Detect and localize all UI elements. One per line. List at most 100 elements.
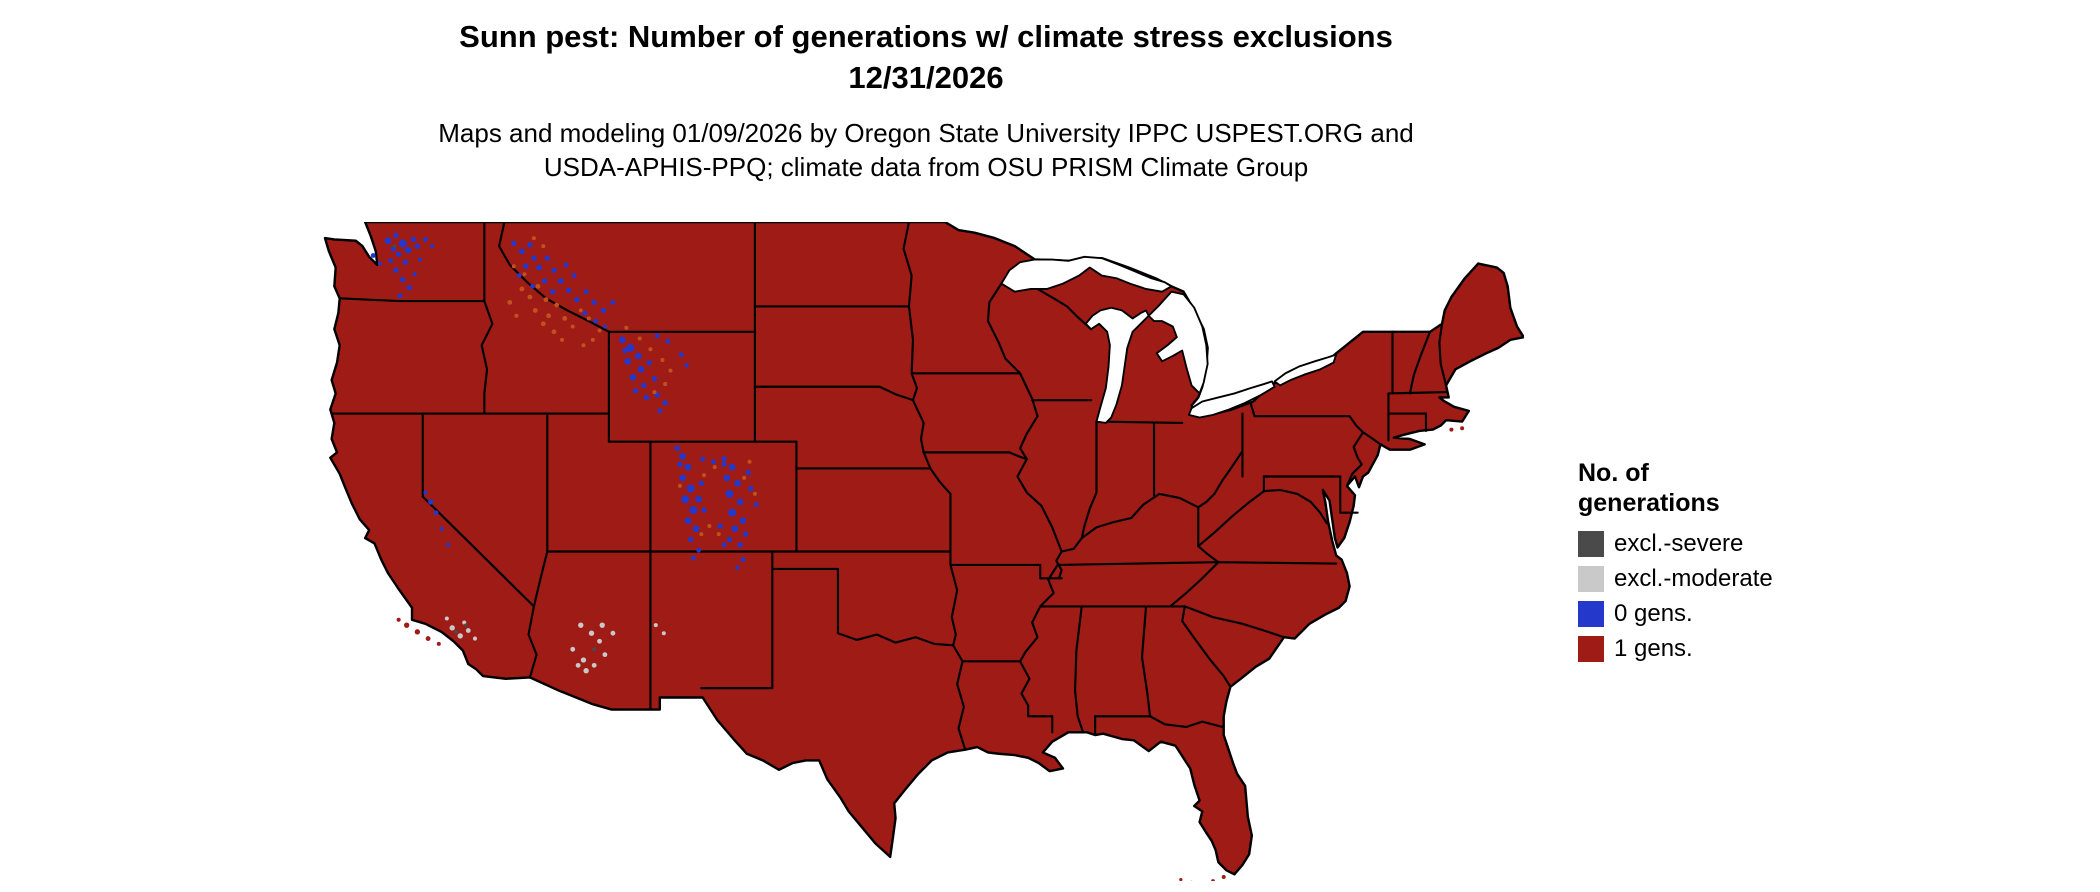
- speckle: [591, 662, 597, 668]
- speckle: [449, 625, 455, 631]
- speckle: [439, 526, 444, 531]
- speckle: [599, 622, 605, 628]
- speckle: [662, 400, 668, 406]
- speckle: [695, 495, 703, 503]
- speckle: [393, 267, 399, 273]
- speckle: [531, 255, 537, 261]
- speckle: [581, 343, 586, 348]
- speckle: [637, 336, 642, 341]
- speckle: [745, 469, 751, 476]
- speckle: [546, 313, 552, 319]
- speckle: [410, 236, 417, 243]
- legend-item-1-gens: 1 gens.: [1578, 635, 1838, 663]
- speckle: [433, 510, 439, 516]
- speckle: [679, 474, 686, 482]
- speckle: [679, 453, 686, 460]
- speckle: [721, 462, 727, 467]
- speckle: [637, 365, 645, 373]
- speckle: [684, 363, 689, 368]
- subtitle-line-2: USDA-APHIS-PPQ; climate data from OSU PR…: [543, 152, 1309, 182]
- us-land-silhouette: [323, 220, 1525, 876]
- speckle: [740, 557, 746, 562]
- speckle: [397, 293, 403, 299]
- us-choropleth-map: [318, 220, 1525, 886]
- speckle: [723, 474, 731, 482]
- speckle: [1221, 874, 1226, 879]
- speckle: [702, 473, 707, 478]
- subtitle-line-1: Maps and modeling 01/09/2026 by Oregon S…: [438, 118, 1414, 148]
- speckle: [557, 277, 564, 284]
- speckle: [436, 641, 441, 646]
- speckle: [643, 394, 650, 401]
- us-map-svg: [323, 220, 1525, 886]
- speckle: [570, 324, 575, 329]
- speckle: [541, 244, 546, 249]
- speckle: [463, 623, 468, 627]
- speckle: [392, 244, 397, 248]
- speckle: [701, 507, 707, 513]
- speckle: [641, 382, 647, 389]
- speckle: [402, 259, 408, 265]
- speckle: [684, 517, 692, 525]
- speckle: [681, 495, 690, 504]
- speckle: [425, 636, 431, 641]
- speckle: [689, 505, 698, 514]
- speckle: [418, 257, 423, 262]
- speckle: [514, 313, 519, 318]
- speckle: [588, 630, 595, 636]
- lake-erie: [1187, 380, 1276, 419]
- speckle: [592, 647, 597, 652]
- speckle: [610, 630, 616, 636]
- speckle: [396, 617, 401, 622]
- speckle: [737, 542, 743, 548]
- speckle: [648, 347, 653, 352]
- speckle: [747, 459, 752, 464]
- speckle: [734, 479, 741, 487]
- speckle: [624, 357, 632, 365]
- speckle: [527, 242, 533, 248]
- legend-swatch-0-gens: [1578, 601, 1604, 627]
- speckle: [543, 297, 549, 303]
- title-line-1: Sunn pest: Number of generations w/ clim…: [459, 19, 1393, 54]
- speckle: [686, 484, 695, 493]
- speckle: [728, 508, 737, 517]
- speckle: [699, 532, 704, 537]
- speckle: [721, 542, 727, 548]
- speckle: [668, 368, 673, 373]
- legend: No. of generations excl.-severe excl.-mo…: [1578, 458, 1838, 670]
- speckle: [635, 352, 642, 360]
- speckle: [721, 456, 727, 462]
- lake-superior: [1000, 255, 1173, 293]
- speckle: [663, 382, 668, 387]
- speckle: [1179, 878, 1183, 882]
- speckle: [414, 243, 421, 249]
- speckle: [725, 489, 734, 498]
- speckle: [511, 264, 516, 269]
- speckle: [423, 490, 428, 495]
- speckle: [597, 638, 602, 644]
- speckle: [752, 491, 757, 496]
- figure-subtitle: Maps and modeling 01/09/2026 by Oregon S…: [320, 116, 1532, 184]
- speckle: [739, 517, 747, 525]
- speckle: [551, 329, 557, 335]
- speckle: [388, 258, 393, 264]
- speckle: [563, 262, 569, 268]
- speckle: [602, 324, 607, 329]
- speckle: [748, 485, 754, 492]
- speckle: [370, 253, 376, 258]
- speckle: [692, 525, 700, 533]
- speckle: [678, 352, 684, 358]
- legend-label-1-gens: 1 gens.: [1614, 635, 1693, 662]
- speckle: [726, 536, 733, 543]
- legend-title-line-1: No. of: [1578, 459, 1649, 487]
- speckle: [399, 276, 406, 283]
- speckle: [507, 299, 513, 305]
- speckle: [696, 547, 702, 553]
- speckle: [674, 445, 680, 452]
- speckle: [578, 308, 583, 313]
- speckle: [657, 408, 663, 414]
- speckle: [646, 359, 652, 366]
- speckle: [518, 248, 525, 255]
- speckle: [428, 499, 434, 505]
